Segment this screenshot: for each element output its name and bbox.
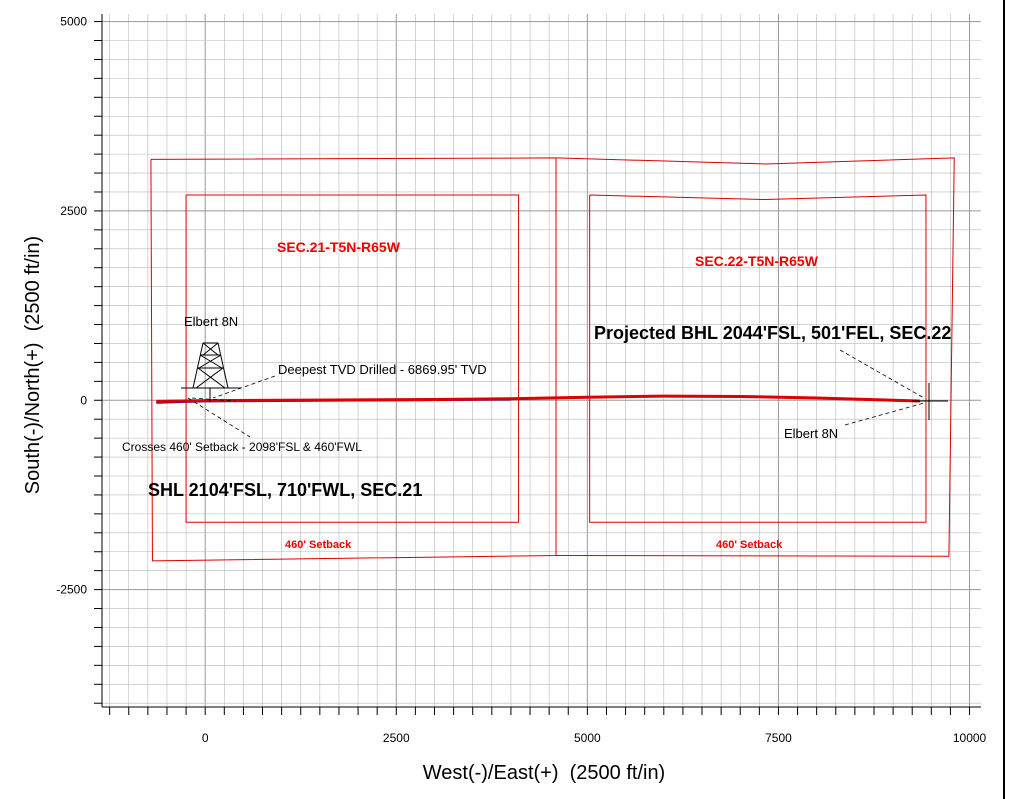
section-boundary-1 — [150, 157, 557, 562]
sec21-label: SEC.21-T5N-R65W — [277, 239, 401, 255]
section-boundaries — [150, 157, 955, 562]
section-boundary-2 — [556, 157, 955, 557]
setback-line-2 — [589, 194, 927, 523]
projected-bhl-label: Projected BHL 2044'FSL, 501'FEL, SEC.22 — [594, 323, 951, 343]
y-tick-label: 5000 — [60, 15, 87, 29]
setback-lines — [185, 194, 927, 523]
wellpath-layer — [156, 394, 920, 404]
x-tick-label: 2500 — [383, 731, 410, 745]
tick-labels: 0 2500 5000 7500 10000 -2500 0 2500 5000 — [56, 15, 986, 745]
y-tick-label: 2500 — [60, 204, 87, 218]
y-tick-label: -2500 — [56, 583, 87, 597]
annotation-leaders — [187, 349, 925, 438]
sec22-label: SEC.22-T5N-R65W — [695, 253, 819, 269]
setback-label-left: 460' Setback — [285, 539, 352, 551]
setback-label-right: 460' Setback — [716, 539, 783, 551]
axes — [101, 14, 981, 708]
x-tick-label: 5000 — [574, 731, 601, 745]
x-tick-label: 0 — [202, 731, 209, 745]
planned-wellpath-line — [156, 394, 920, 403]
grid-lines — [102, 14, 981, 707]
shl-leader — [191, 397, 236, 402]
deepest-tvd-label: Deepest TVD Drilled - 6869.95' TVD — [278, 362, 487, 377]
setback-line-1 — [185, 194, 520, 523]
rig-name-label: Elbert 8N — [184, 314, 238, 329]
shl-label: SHL 2104'FSL, 710'FWL, SEC.21 — [148, 480, 422, 500]
right-border-rule — [1003, 0, 1005, 799]
deepest-tvd-leader — [212, 375, 276, 399]
x-tick-label: 7500 — [765, 731, 792, 745]
drilling-rig-icon — [181, 342, 241, 402]
crosses-setback-leader — [187, 397, 251, 438]
y-tick-label: 0 — [80, 393, 87, 407]
y-axis-title: South(-)/North(+) (2500 ft/in) — [22, 236, 44, 494]
crosses-setback-label: Crosses 460' Setback - 2098'FSL & 460'FW… — [122, 440, 362, 454]
target-name-label: Elbert 8N — [784, 426, 838, 441]
x-axis-title: West(-)/East(+) (2500 ft/in) — [423, 762, 665, 784]
x-tick-label: 10000 — [953, 731, 987, 745]
bhl-leader — [839, 349, 925, 399]
target-crosshair-icon — [912, 383, 948, 420]
